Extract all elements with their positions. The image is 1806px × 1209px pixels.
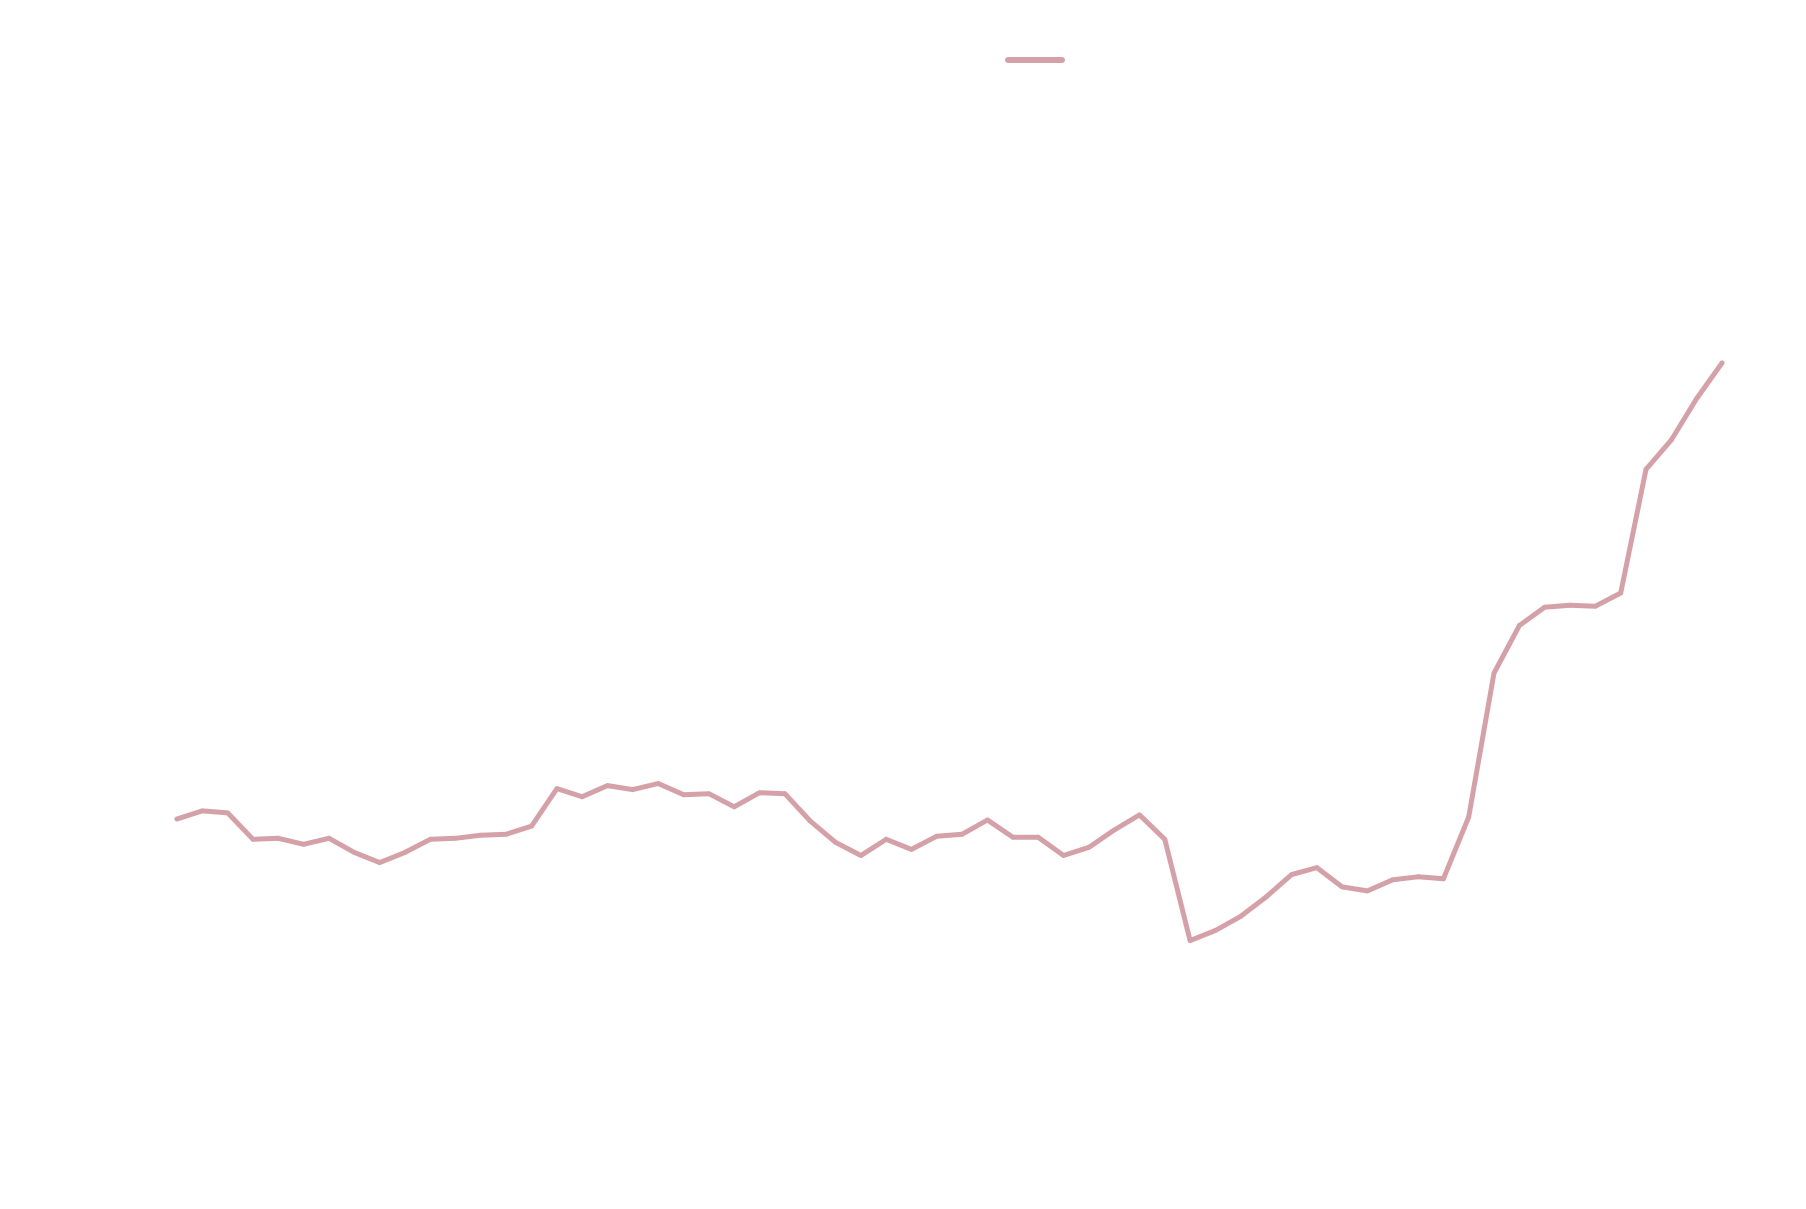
data-point-0-34 (1035, 834, 1041, 840)
data-point-0-39 (1162, 836, 1168, 842)
series-line-0 (174, 360, 1725, 944)
data-point-0-2 (225, 810, 231, 816)
data-point-0-4 (275, 835, 281, 841)
data-point-0-17 (605, 783, 611, 789)
data-point-0-30 (934, 833, 940, 839)
data-point-0-18 (630, 787, 636, 793)
data-point-0-6 (326, 835, 332, 841)
data-point-0-9 (402, 849, 408, 855)
data-point-0-44 (1288, 872, 1294, 878)
data-point-0-15 (554, 786, 560, 792)
data-point-0-13 (503, 831, 509, 837)
data-point-0-14 (529, 823, 535, 829)
data-point-0-41 (1212, 928, 1218, 933)
data-point-0-1 (199, 808, 205, 814)
data-point-0-48 (1390, 877, 1396, 883)
data-point-0-53 (1516, 623, 1522, 628)
data-point-0-5 (301, 841, 307, 847)
data-point-0-10 (427, 836, 433, 842)
data-point-0-28 (883, 836, 889, 842)
data-point-0-27 (858, 853, 864, 858)
data-point-0-51 (1466, 814, 1472, 820)
data-point-0-8 (377, 860, 383, 866)
series-layer (174, 360, 1725, 944)
data-point-0-38 (1137, 812, 1142, 818)
data-point-0-37 (1111, 827, 1117, 833)
data-point-0-35 (1061, 853, 1066, 858)
data-point-0-49 (1415, 874, 1421, 880)
data-point-0-59 (1668, 437, 1674, 443)
data-point-0-24 (782, 791, 788, 797)
data-point-0-50 (1440, 876, 1446, 882)
data-point-0-56 (1592, 603, 1598, 609)
data-point-0-57 (1618, 590, 1624, 596)
data-point-0-33 (1010, 834, 1016, 840)
data-point-0-21 (706, 791, 712, 797)
data-point-0-23 (757, 790, 762, 796)
data-point-0-54 (1542, 604, 1548, 610)
data-point-0-45 (1314, 865, 1320, 871)
data-point-0-0 (174, 816, 180, 822)
data-point-0-60 (1694, 396, 1700, 401)
data-point-0-29 (909, 846, 914, 852)
data-point-0-52 (1491, 670, 1497, 676)
data-point-0-46 (1339, 884, 1345, 890)
data-point-0-40 (1187, 938, 1193, 944)
data-point-0-55 (1567, 602, 1573, 608)
data-point-0-43 (1263, 894, 1269, 900)
data-point-0-42 (1238, 913, 1244, 919)
data-point-0-32 (985, 817, 990, 823)
data-point-0-31 (959, 831, 965, 837)
data-point-0-22 (731, 804, 737, 810)
data-point-0-19 (655, 781, 661, 786)
data-point-0-20 (681, 792, 687, 798)
data-point-0-11 (453, 835, 459, 841)
data-point-0-36 (1086, 844, 1092, 850)
data-point-0-26 (833, 839, 838, 845)
data-point-0-47 (1364, 888, 1370, 894)
data-point-0-12 (478, 832, 484, 838)
data-point-0-61 (1719, 360, 1725, 366)
data-point-0-16 (579, 794, 585, 800)
data-point-0-58 (1643, 466, 1649, 472)
data-point-0-7 (351, 849, 357, 855)
data-point-0-3 (250, 836, 256, 842)
data-point-0-25 (807, 818, 813, 824)
